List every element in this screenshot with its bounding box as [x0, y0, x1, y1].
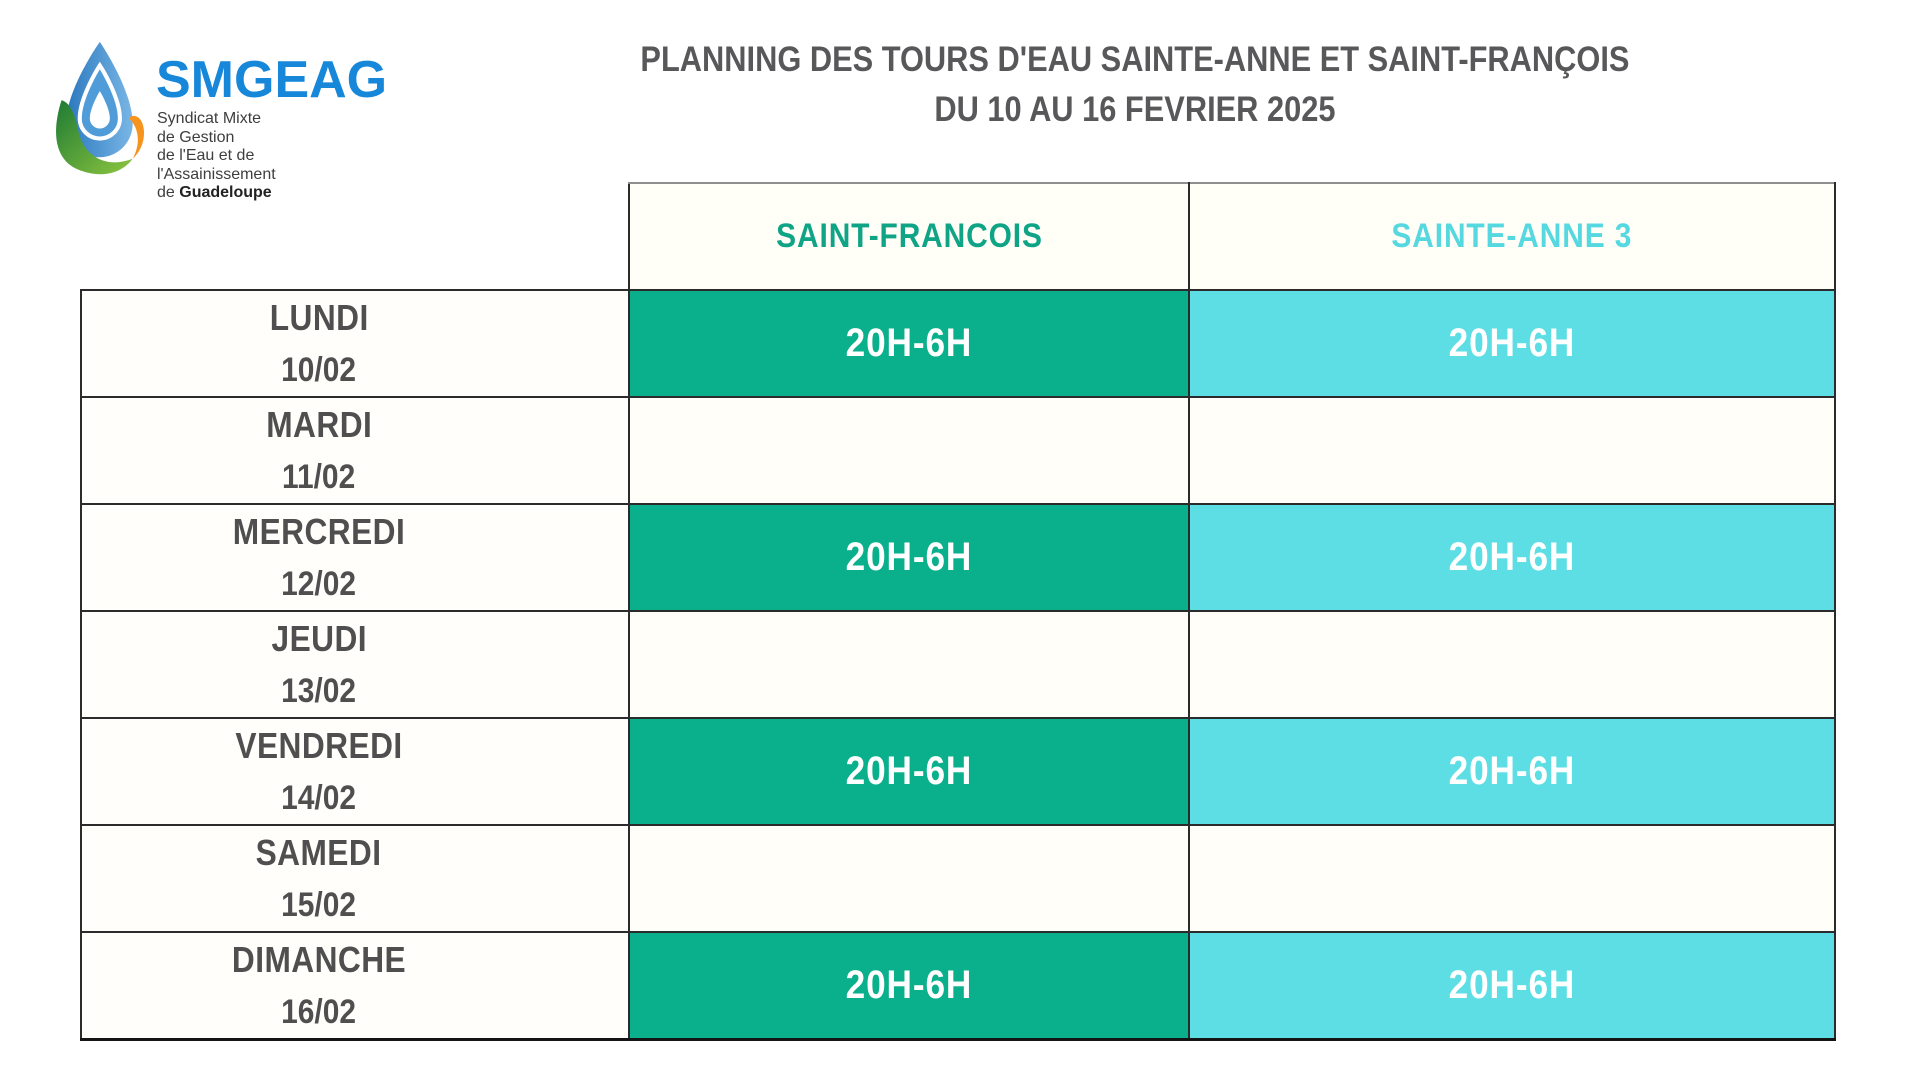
slot-sainte-anne: 20H-6H [1188, 503, 1836, 612]
day-name: MERCREDI [232, 511, 406, 552]
column-header-sainte-anne: SAINTE-ANNE 3 [1188, 182, 1836, 291]
column-header-saint-francois: SAINT-FRANCOIS [628, 182, 1190, 291]
day-date: 11/02 [282, 458, 356, 496]
day-date: 10/02 [281, 351, 357, 389]
brand-subtitle: Syndicat Mixte de Gestion de l'Eau et de… [157, 110, 276, 203]
day-name: SAMEDI [256, 832, 382, 873]
table-row: SAMEDI 15/02 [80, 824, 1836, 933]
slot-time: 20H-6H [845, 535, 973, 579]
table-row: LUNDI 10/02 20H-6H 20H-6H [80, 289, 1836, 398]
day-label-cell: VENDREDI 14/02 [80, 717, 630, 826]
slot-sainte-anne: 20H-6H [1188, 931, 1836, 1041]
slot-time: 20H-6H [1448, 749, 1576, 793]
brand-name: SMGEAG [156, 51, 388, 109]
slot-saint-francois: 20H-6H [628, 289, 1190, 398]
slot-saint-francois [628, 824, 1190, 933]
slot-time: 20H-6H [1448, 321, 1576, 365]
slot-time: 20H-6H [845, 962, 973, 1007]
slot-saint-francois: 20H-6H [628, 931, 1190, 1041]
table-row: DIMANCHE 16/02 20H-6H 20H-6H [80, 931, 1836, 1041]
day-date: 14/02 [281, 779, 357, 817]
day-name: MARDI [265, 404, 373, 445]
slot-sainte-anne [1188, 824, 1836, 933]
slot-sainte-anne [1188, 396, 1836, 505]
header-row: SAINT-FRANCOIS SAINTE-ANNE 3 [81, 182, 1836, 291]
slot-saint-francois: 20H-6H [628, 717, 1190, 826]
slot-time: 20H-6H [1448, 535, 1576, 579]
day-name: LUNDI [269, 297, 369, 338]
slot-time: 20H-6H [845, 749, 973, 793]
table-row: VENDREDI 14/02 20H-6H 20H-6H [80, 717, 1836, 826]
day-name: DIMANCHE [231, 938, 407, 980]
day-date: 16/02 [281, 992, 357, 1031]
slot-sainte-anne: 20H-6H [1188, 717, 1836, 826]
page-title-line2: DU 10 AU 16 FEVRIER 2025 [934, 90, 1336, 129]
day-name: VENDREDI [235, 725, 403, 766]
brand-subtitle-line1: Syndicat Mixte de Gestion [157, 110, 262, 146]
slot-time: 20H-6H [1448, 962, 1576, 1007]
slot-sainte-anne [1188, 610, 1836, 719]
slot-saint-francois [628, 610, 1190, 719]
brand-subtitle-line2: de l'Eau et de l'Assainissement [157, 147, 276, 183]
page-title: PLANNING DES TOURS D'EAU SAINTE-ANNE ET … [520, 40, 1750, 130]
day-label-cell: LUNDI 10/02 [80, 289, 630, 398]
day-name: JEUDI [271, 618, 367, 659]
day-label-cell: MERCREDI 12/02 [80, 503, 630, 612]
day-date: 13/02 [281, 672, 357, 710]
day-date: 12/02 [281, 565, 357, 603]
table-row: MARDI 11/02 [80, 396, 1836, 505]
day-date: 15/02 [281, 886, 357, 924]
slot-time: 20H-6H [845, 321, 973, 365]
table-row: JEUDI 13/02 [80, 610, 1836, 719]
header-spacer [81, 183, 629, 290]
water-drop-leaf-icon [56, 41, 144, 175]
slot-sainte-anne: 20H-6H [1188, 289, 1836, 398]
planning-table: SAINT-FRANCOIS SAINTE-ANNE 3 LUNDI 10/02 2… [80, 182, 1836, 1041]
slot-saint-francois: 20H-6H [628, 503, 1190, 612]
slot-saint-francois [628, 396, 1190, 505]
day-label-cell: SAMEDI 15/02 [80, 824, 630, 933]
page-title-line1: PLANNING DES TOURS D'EAU SAINTE-ANNE ET … [640, 40, 1630, 79]
day-label-cell: MARDI 11/02 [80, 396, 630, 505]
table-row: MERCREDI 12/02 20H-6H 20H-6H [80, 503, 1836, 612]
day-label-cell: DIMANCHE 16/02 [80, 931, 630, 1041]
day-label-cell: JEUDI 13/02 [80, 610, 630, 719]
brand-subtitle-line3: de Guadeloupe [157, 184, 272, 202]
